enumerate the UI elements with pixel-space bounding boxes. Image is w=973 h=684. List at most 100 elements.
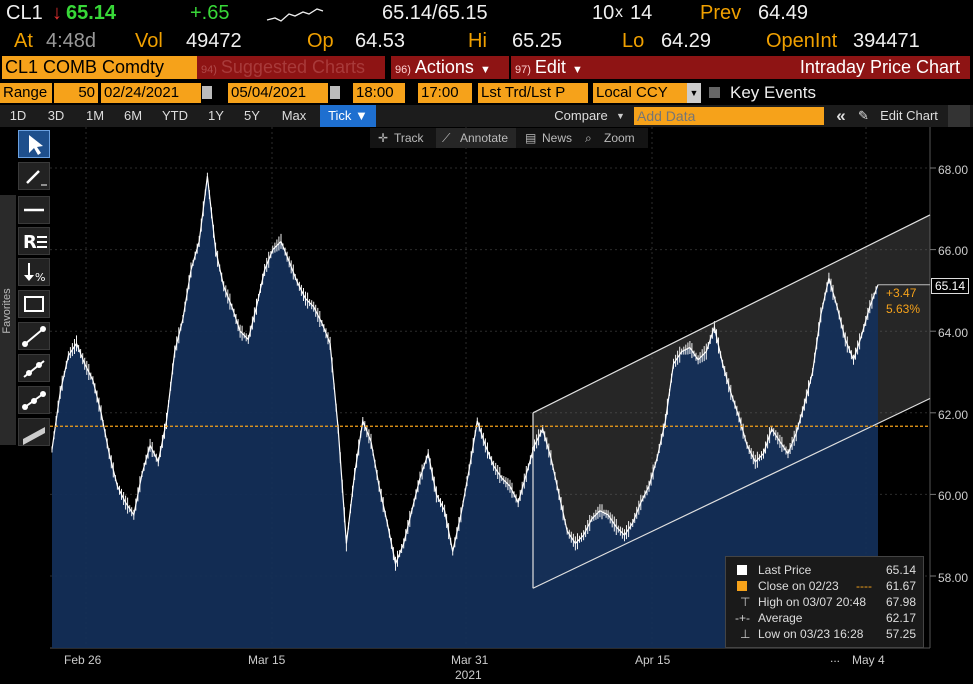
chart-tools: ✛ Track ⟋ Annotate ▤ News ⌕ Zoom bbox=[370, 128, 648, 148]
pen-tool-icon[interactable] bbox=[18, 162, 50, 190]
period-tabs: 1D 3D 1M 6M YTD 1Y 5Y Max Tick ▼ Compare… bbox=[0, 105, 973, 127]
currency-dropdown[interactable]: Local CCY bbox=[593, 83, 687, 103]
end-date-field[interactable]: 05/04/2021 bbox=[228, 83, 328, 103]
price-area bbox=[52, 176, 878, 648]
legend-close: Close on 02/23 ---- 61.67 bbox=[732, 578, 920, 594]
edit-menu[interactable]: 97) Edit ▼ bbox=[511, 56, 597, 79]
actions-caret-icon: ▼ bbox=[479, 64, 491, 76]
change-pct-label: 5.63% bbox=[886, 302, 921, 316]
zoom-button[interactable]: Zoom bbox=[604, 131, 635, 145]
trendline-tool-icon[interactable] bbox=[18, 322, 50, 350]
annotate-button[interactable]: Annotate bbox=[460, 131, 509, 145]
y-tick-label: 58.00 bbox=[938, 571, 969, 585]
actions-menu[interactable]: 96) Actions ▼ bbox=[391, 56, 509, 79]
sparkline-icon bbox=[266, 8, 324, 22]
size-b: 14 bbox=[630, 2, 653, 24]
channel-tool-icon[interactable] bbox=[18, 354, 50, 382]
percent-tool-icon[interactable]: % bbox=[18, 258, 50, 286]
prev-label: Prev bbox=[700, 2, 742, 24]
x-tick-label: Mar 31 bbox=[451, 653, 489, 667]
tab-1d[interactable]: 1D bbox=[9, 108, 27, 123]
horizontal-line-tool-icon[interactable] bbox=[18, 196, 50, 224]
actions-num: 96) bbox=[395, 64, 411, 76]
tab-1y[interactable]: 1Y bbox=[208, 108, 224, 123]
news-button[interactable]: News bbox=[542, 131, 573, 145]
tab-ytd[interactable]: YTD bbox=[162, 108, 188, 123]
quote-line-2: At 4:48d Vol 49472 Op 64.53 Hi 65.25 Lo … bbox=[0, 28, 973, 54]
add-data-input[interactable] bbox=[634, 107, 824, 125]
key-events-checkbox[interactable] bbox=[709, 87, 720, 98]
edit-num: 97) bbox=[515, 64, 531, 76]
compare-caret-icon[interactable]: ▼ bbox=[616, 111, 625, 121]
bid-ask: 65.14/65.15 bbox=[382, 2, 488, 24]
range-label: Range bbox=[0, 83, 52, 103]
x-tick-label: Feb 26 bbox=[64, 653, 102, 667]
start-time-field[interactable]: 18:00 bbox=[353, 83, 405, 103]
suggested-charts-menu[interactable]: 94) Suggested Charts bbox=[197, 56, 385, 79]
compare-dropdown[interactable]: Compare bbox=[554, 108, 608, 123]
annotate-icon: ⟋ bbox=[442, 131, 451, 145]
tab-5y[interactable]: 5Y bbox=[244, 108, 260, 123]
fibonacci-tool-icon[interactable] bbox=[18, 386, 50, 414]
change-abs-label: +3.47 bbox=[886, 286, 917, 300]
legend-low: ⊥ Low on 03/23 16:28 57.25 bbox=[740, 627, 916, 641]
price-line bbox=[51, 176, 879, 566]
collapse-button[interactable]: « bbox=[836, 106, 846, 125]
end-time-field[interactable]: 17:00 bbox=[418, 83, 472, 103]
suggested-num: 94) bbox=[201, 64, 217, 76]
drawing-tools: R % bbox=[18, 130, 52, 448]
favorites-tab[interactable]: Favorites bbox=[0, 195, 16, 445]
pencil-icon[interactable]: ✎ bbox=[858, 108, 869, 123]
bars-field[interactable]: 50 bbox=[54, 83, 98, 103]
at-time: 4:48d bbox=[46, 30, 97, 52]
tab-max[interactable]: Max bbox=[281, 108, 307, 123]
ruler-tool-icon[interactable] bbox=[18, 418, 50, 446]
high-marker-icon: ⊤ bbox=[740, 595, 751, 609]
tab-3d[interactable]: 3D bbox=[47, 108, 65, 123]
low-value: 64.29 bbox=[661, 30, 712, 52]
edit-chart-button[interactable]: Edit Chart bbox=[880, 108, 938, 123]
legend-high: ⊤ High on 03/07 20:48 67.98 bbox=[740, 595, 916, 609]
actions-label: Actions bbox=[414, 57, 474, 77]
price-type-dropdown[interactable]: Lst Trd/Lst P bbox=[478, 83, 588, 103]
y-tick-label: 68.00 bbox=[938, 163, 969, 177]
start-calendar-icon[interactable] bbox=[202, 86, 212, 99]
open-interest-label: OpenInt bbox=[766, 30, 838, 52]
news-icon: ▤ bbox=[525, 131, 537, 145]
tab-tick[interactable]: Tick ▼ bbox=[320, 105, 376, 127]
high-label: Hi bbox=[468, 30, 487, 52]
track-button[interactable]: Track bbox=[394, 131, 424, 145]
size-a: 10 bbox=[592, 2, 615, 24]
start-date-field[interactable]: 02/24/2021 bbox=[101, 83, 201, 103]
open-value: 64.53 bbox=[355, 30, 406, 52]
vol-value: 49472 bbox=[186, 30, 242, 52]
low-marker-icon: ⊥ bbox=[740, 627, 751, 641]
x-axis: Feb 26 Mar 15 Mar 31 Apr 15 ... May 4 20… bbox=[0, 648, 973, 684]
vol-label: Vol bbox=[135, 30, 163, 52]
suggested-label: Suggested Charts bbox=[220, 57, 365, 77]
ray-tool-icon[interactable]: R bbox=[18, 227, 50, 255]
range-dash: - bbox=[217, 84, 222, 101]
last-price-tag: 65.14 bbox=[931, 278, 970, 294]
last-price: 65.14 bbox=[66, 2, 117, 24]
y-tick-label: 66.00 bbox=[938, 244, 969, 258]
tab-6m[interactable]: 6M bbox=[123, 108, 143, 123]
open-interest-value: 394471 bbox=[853, 30, 920, 52]
favorites-label: Favorites bbox=[1, 288, 13, 334]
svg-text:R: R bbox=[23, 232, 37, 253]
rectangle-tool-icon[interactable] bbox=[18, 290, 50, 318]
y-tick-label: 64.00 bbox=[938, 326, 969, 340]
security-field[interactable]: CL1 COMB Comdty bbox=[2, 56, 197, 79]
currency-caret-icon[interactable]: ▼ bbox=[687, 83, 701, 103]
x-ellipsis: ... bbox=[830, 651, 841, 665]
tab-1m[interactable]: 1M bbox=[85, 108, 105, 123]
end-calendar-icon[interactable] bbox=[330, 86, 340, 99]
quote-line-1: CL1 ↓ 65.14 +.65 65.14/65.15 10 x 14 Pre… bbox=[0, 0, 973, 28]
pointer-tool-icon[interactable] bbox=[18, 130, 50, 158]
svg-text:%: % bbox=[35, 271, 45, 284]
range-row: Range 50 02/24/2021 - 05/04/2021 18:00 -… bbox=[0, 82, 973, 104]
edit-label: Edit bbox=[534, 57, 566, 77]
legend-close-dashes: ---- bbox=[856, 579, 872, 593]
size-x: x bbox=[615, 4, 623, 21]
chart-tools-left-bar bbox=[948, 105, 970, 127]
